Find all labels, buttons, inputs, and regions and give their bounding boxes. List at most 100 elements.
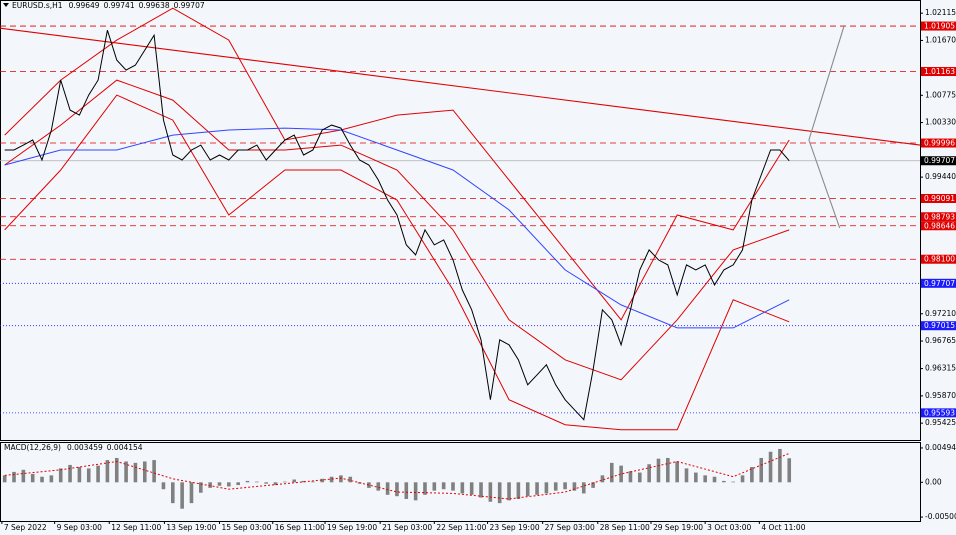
y-tick-label: 0.95425 (925, 418, 956, 427)
level-label: 0.95593 (924, 408, 955, 417)
level-label-box (921, 408, 956, 418)
macd-bar (180, 482, 184, 509)
macd-bar (189, 482, 194, 504)
drawing-line (0, 27, 921, 146)
macd-bar (199, 482, 203, 493)
bollinger-band (4, 79, 790, 381)
macd-bar (432, 482, 437, 491)
macd-bar (572, 482, 577, 491)
x-tick-label: 13 Sep 19:00 (166, 523, 216, 532)
macd-bar (367, 482, 371, 488)
macd-bar (778, 448, 782, 483)
macd-bar (77, 467, 82, 483)
header-value: 0.99741 (104, 1, 135, 10)
level-label: 0.97015 (924, 321, 955, 330)
macd-bar (161, 482, 166, 490)
macd-bar (722, 480, 726, 483)
macd-bar (656, 458, 661, 483)
price-line (4, 30, 790, 421)
level-label: 0.97707 (924, 279, 955, 288)
macd-bar (694, 472, 698, 483)
x-tick-label: 29 Sep 19:00 (653, 523, 703, 532)
macd-bar (460, 482, 465, 494)
y-tick-label: 0.004943 (925, 443, 956, 452)
macd-bar (768, 451, 773, 483)
x-tick-label: 23 Sep 19:00 (490, 523, 540, 532)
macd-bar (2, 475, 7, 483)
level-label-box (921, 254, 956, 264)
macd-bar (152, 460, 156, 483)
y-tick-label: 1.01670 (925, 35, 956, 44)
macd-bar (68, 464, 72, 483)
current-price-label: 0.99707 (924, 156, 955, 165)
macd-bar (525, 482, 530, 497)
x-tick-label: 4 Oct 11:00 (761, 523, 805, 532)
macd-bar (21, 469, 26, 483)
macd-bar (479, 482, 483, 498)
y-tick-label: 0.95870 (925, 391, 956, 400)
level-label: 0.98100 (924, 255, 955, 264)
macd-bar (208, 482, 212, 488)
macd-bar (647, 464, 651, 483)
level-label-box (921, 138, 956, 148)
macd-bar (311, 481, 315, 483)
macd-bar (40, 476, 44, 483)
x-tick-label: 12 Sep 11:00 (111, 523, 161, 532)
main-frame (0, 0, 921, 441)
macd-bar (227, 482, 231, 487)
macd-bar (469, 482, 474, 495)
drawing-line (808, 139, 841, 229)
macd-bar (637, 472, 642, 483)
macd-bar (423, 482, 427, 495)
header-value: 0.004154 (107, 443, 143, 452)
macd-bar (451, 482, 455, 491)
x-tick-label: 9 Sep 03:00 (57, 523, 103, 532)
y-tick-label: 0.97210 (925, 309, 956, 318)
level-label: 0.99996 (924, 139, 955, 148)
macd-bar (245, 480, 250, 483)
y-tick-label: 1.02115 (925, 8, 956, 17)
level-label-box (921, 21, 956, 31)
macd-bar (535, 482, 539, 495)
macd-bar (553, 482, 558, 491)
macd-bar (441, 482, 446, 490)
macd-bar (264, 482, 268, 484)
macd-bar (666, 457, 670, 483)
macd-bar (30, 473, 35, 483)
y-tick-label: 0.96315 (925, 364, 956, 373)
y-tick-label: 0.99440 (925, 172, 956, 181)
menu-triangle[interactable] (3, 3, 9, 7)
macd-bar (544, 482, 549, 494)
macd-bar (516, 482, 521, 499)
macd-bar (619, 465, 623, 483)
macd-bar (703, 475, 707, 483)
macd-bar (628, 471, 633, 483)
header-value: 0.99638 (139, 1, 170, 10)
macd-bar (320, 478, 325, 483)
macd-bar (376, 482, 381, 491)
x-tick-label: 15 Sep 03:00 (221, 523, 271, 532)
macd-bar (609, 462, 614, 483)
moving-average (4, 127, 790, 329)
macd-bar (740, 475, 745, 483)
macd-bar (170, 482, 175, 504)
x-tick-label: 28 Sep 11:00 (600, 523, 650, 532)
macd-bar (329, 476, 334, 483)
macd-bar (86, 468, 91, 483)
macd-bar (255, 481, 259, 483)
macd-bar (731, 481, 735, 483)
y-tick-label: 0.00 (925, 477, 942, 486)
macd-bar (404, 482, 409, 499)
macd-bar (759, 457, 764, 483)
header-value: 0.99707 (174, 1, 205, 10)
macd-bar (273, 482, 278, 486)
macd-bar (96, 465, 100, 483)
panel-title: EURUSD.s,H1 (12, 1, 63, 10)
macd-bar (507, 482, 511, 501)
macd-bar (497, 482, 502, 504)
x-tick-label: 27 Sep 03:00 (545, 523, 595, 532)
level-label: 0.99091 (924, 194, 955, 203)
macd-bar (292, 479, 297, 483)
level-label-box (921, 212, 956, 222)
